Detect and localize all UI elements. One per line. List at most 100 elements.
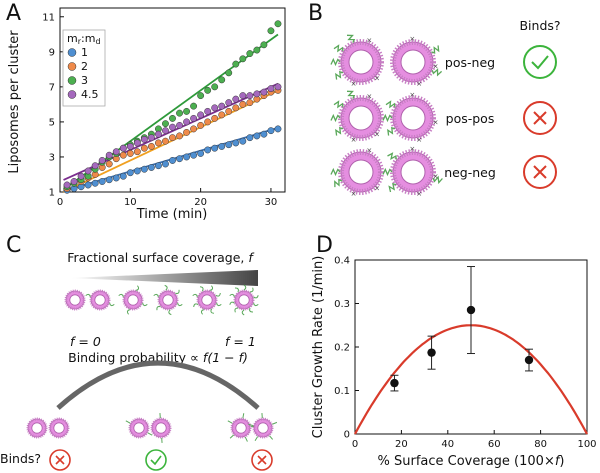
cross-icon bbox=[251, 449, 273, 471]
dna-strand bbox=[272, 421, 278, 425]
dna-strand bbox=[242, 413, 245, 419]
dna-strand bbox=[253, 295, 259, 299]
panel-a-ytick-label: 5 bbox=[49, 117, 55, 128]
panel-a-point-1 bbox=[84, 181, 92, 189]
panel-a-point-3 bbox=[197, 92, 205, 100]
f0-label: f = 0 bbox=[70, 334, 101, 349]
panel-a-point-1 bbox=[274, 125, 282, 133]
panel-a-point-1 bbox=[119, 172, 127, 180]
panel-a-legend-label: 2 bbox=[81, 60, 88, 73]
check-mark bbox=[531, 55, 549, 70]
binding-pair bbox=[26, 417, 71, 471]
probability-arc bbox=[56, 360, 260, 410]
panel-a-point-1 bbox=[197, 149, 205, 157]
panel-a-point-4.5 bbox=[246, 92, 254, 100]
dna-strand bbox=[209, 285, 214, 291]
panel-a-point-4.5 bbox=[176, 121, 183, 129]
panel-a-point-1 bbox=[169, 157, 176, 164]
panel-letter-c: C bbox=[6, 233, 21, 258]
panel-a-point-3 bbox=[204, 86, 212, 94]
panel-a-point-4.5 bbox=[98, 157, 106, 164]
panel-a-point-4.5 bbox=[169, 123, 176, 131]
panel-a-point-1 bbox=[239, 137, 247, 145]
panel-a-point-4.5 bbox=[183, 118, 191, 126]
panel-a-ylabel: Liposomes per cluster bbox=[7, 30, 22, 174]
panel-a-point-1 bbox=[190, 151, 198, 159]
dna-strand bbox=[333, 100, 344, 109]
panel-a-point-4.5 bbox=[63, 181, 71, 189]
cross-mark bbox=[55, 455, 65, 465]
anchor-mark: × bbox=[433, 173, 439, 181]
coverage-liposome bbox=[118, 285, 148, 315]
binding-pair bbox=[125, 413, 172, 471]
panel-a-point-1 bbox=[267, 127, 275, 135]
anchor-mark: × bbox=[374, 74, 380, 82]
dna-strand bbox=[229, 301, 235, 305]
dna-strand bbox=[333, 44, 344, 53]
binds-header: Binds? bbox=[519, 18, 560, 33]
panel-a-xtick-label: 10 bbox=[124, 197, 137, 208]
panel-d-xtick-label: 100 bbox=[577, 439, 596, 450]
dna-strand bbox=[210, 308, 215, 314]
panel-d-xtick-label: 0 bbox=[352, 439, 358, 450]
panel-a-point-3 bbox=[239, 55, 247, 63]
panel-a-ytick-label: 11 bbox=[42, 12, 55, 23]
binds-question-c: Binds? bbox=[0, 451, 41, 466]
panel-d-ytick-label: 0 bbox=[344, 430, 350, 441]
panel-d-xtick-label: 80 bbox=[534, 439, 547, 450]
panel-a-point-1 bbox=[225, 141, 233, 149]
dna-strand bbox=[177, 302, 183, 307]
panel-a-point-3 bbox=[169, 114, 176, 122]
panel-a-point-2 bbox=[239, 100, 247, 108]
coverage-liposome bbox=[85, 289, 115, 311]
panel-a-ytick-label: 7 bbox=[49, 82, 55, 93]
panel-a-point-3 bbox=[183, 107, 191, 115]
dna-strand bbox=[387, 126, 396, 136]
panel-a-point-4.5 bbox=[218, 102, 226, 110]
panel-a-ytick-label: 3 bbox=[49, 152, 55, 163]
dna-strand bbox=[249, 287, 254, 293]
panel-a-point-2 bbox=[147, 142, 155, 150]
panel-a-legend-marker bbox=[67, 62, 77, 71]
panel-a-legend-label: 4.5 bbox=[81, 88, 99, 101]
dna-strand bbox=[382, 113, 393, 123]
anchor-mark: × bbox=[433, 63, 439, 71]
panel-a-point-2 bbox=[169, 134, 176, 142]
panel-a-point-4.5 bbox=[253, 90, 261, 98]
dna-strand bbox=[193, 303, 199, 308]
panel-a-point-4.5 bbox=[162, 127, 169, 135]
dna-strand bbox=[229, 293, 235, 298]
dna-strand bbox=[234, 307, 239, 313]
anchor-mark: × bbox=[409, 91, 415, 99]
panel-a-point-2 bbox=[154, 139, 162, 147]
panel-a-point-4.5 bbox=[77, 172, 85, 180]
panel-a-point-1 bbox=[260, 130, 268, 138]
panel-a-ytick-label: 1 bbox=[49, 188, 55, 199]
dna-strand bbox=[85, 293, 91, 298]
panel-a-point-4.5 bbox=[274, 83, 282, 91]
dna-strand bbox=[254, 436, 259, 441]
panel-a-point-2 bbox=[232, 104, 240, 112]
liposome: × × × bbox=[382, 91, 439, 144]
dna-strand bbox=[164, 284, 168, 291]
anchor-mark: × bbox=[433, 119, 439, 127]
panel-a-point-1 bbox=[126, 169, 134, 177]
dna-strand bbox=[431, 45, 440, 54]
anchor-mark: × bbox=[409, 35, 415, 43]
dna-strand bbox=[142, 302, 148, 307]
panel-a-point-4.5 bbox=[267, 85, 275, 93]
check-mark bbox=[150, 455, 162, 466]
panel-a-point-4.5 bbox=[147, 134, 155, 142]
panel-a-point-1 bbox=[218, 142, 226, 150]
panel-a-legend-marker bbox=[67, 48, 77, 57]
panel-a-point-2 bbox=[176, 132, 183, 140]
panel-a-legend-label: 1 bbox=[81, 46, 88, 59]
anchor-mark: × bbox=[351, 80, 357, 88]
dna-strand bbox=[153, 293, 159, 298]
binding-row-label: neg-neg bbox=[444, 165, 496, 180]
panel-d-ytick-label: 0.1 bbox=[334, 386, 350, 397]
panel-d-point bbox=[390, 378, 399, 388]
binding-row-neg-neg: × × × × × × neg-neg bbox=[330, 145, 557, 198]
cross-mark bbox=[257, 455, 267, 465]
dna-strand bbox=[118, 293, 124, 298]
